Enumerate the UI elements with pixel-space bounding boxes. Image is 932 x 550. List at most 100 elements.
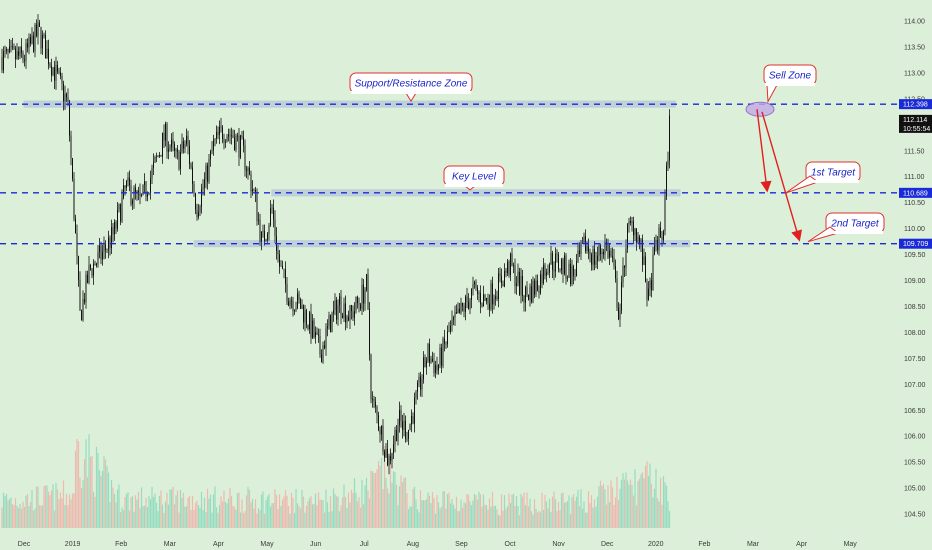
candle-body [397,425,399,441]
volume-bar [598,486,600,528]
candle-body [6,49,7,51]
volume-bar [362,504,365,528]
arrow-to-second-target [761,111,803,242]
volume-bar [485,505,488,528]
candle-body [174,144,175,151]
candle-body [27,43,28,48]
volume-bar [53,510,56,528]
volume-bar [571,497,573,528]
volume-bar [644,465,647,528]
volume-bar [538,510,540,528]
volume-bar [32,510,35,528]
candle-body [292,300,294,312]
candle-body [319,335,321,355]
volume-bar [55,482,57,528]
volume-bar [539,512,542,528]
candle-body [526,287,528,295]
volume-bar [520,494,522,528]
volume-bar [488,498,491,528]
volume-bar [59,492,62,528]
candle-body [321,354,322,363]
candle-body [583,236,585,243]
x-tick-label: Feb [698,541,710,548]
volume-bar [1,507,3,528]
volume-bar [389,454,392,528]
candle-body [558,254,559,270]
candle-body [322,345,324,363]
candle-body [628,221,630,225]
x-tick-label: Dec [18,541,31,548]
candle-body [535,280,537,295]
candle-body [345,303,346,323]
candle-body [468,302,469,309]
volume-bar [313,503,315,528]
candle-body [466,296,468,303]
volume-bar [199,507,201,528]
candle-body [594,248,595,265]
volume-bar [574,500,576,528]
volume-bar [518,515,521,528]
candle-body [559,269,561,270]
volume-bar [251,498,254,528]
candle-body [451,319,453,327]
candle-body [250,173,252,192]
candle-body [447,331,448,345]
candle-body [499,273,501,276]
candle-body [256,192,258,221]
volume-bar [23,506,26,528]
candle-body [493,298,495,305]
candle-body [105,244,106,250]
candle-body [603,251,604,255]
candle-body [504,270,505,287]
volume-bar [533,499,536,528]
x-tick-label: Sep [455,541,468,548]
volume-bar [233,506,236,528]
candle-body [333,309,334,314]
candle-body [478,293,480,294]
volume-bar [224,501,227,528]
volume-bar [17,508,20,528]
volume-bar [145,498,147,528]
volume-bar [259,510,261,528]
volume-bar [127,492,129,528]
volume-bar [221,501,224,528]
candle-body [295,307,297,311]
volume-bar [505,508,507,528]
candle-body [307,324,309,330]
volume-bar [61,498,63,528]
volume-bar [511,494,513,528]
volume-bar [167,504,170,528]
candle-body [277,250,279,255]
candle-body [217,131,219,136]
candle-body [283,268,285,270]
candle-body [60,72,61,76]
volume-bar [226,503,228,528]
volume-bar [131,496,134,528]
volume-bar [326,502,329,528]
candle-body [463,306,465,312]
volume-bar [232,505,234,528]
volume-bar [646,461,648,528]
volume-bar [509,503,512,528]
volume-bar [467,494,470,528]
volume-bar [235,509,237,528]
volume-bar [470,505,473,528]
volume-bar [446,493,449,528]
candle-body [544,264,546,276]
candle-body [30,37,31,44]
volume-bar [640,474,642,528]
candle-body [565,255,567,279]
candle-body [510,253,511,276]
volume-bar [128,510,131,528]
volume-bar [238,492,240,528]
y-tick-label: 108.50 [904,304,926,311]
volume-bar [524,505,527,528]
candle-body [15,48,16,60]
candle-body [316,332,318,335]
volume-bar [590,495,593,528]
candle-body [601,251,603,255]
candle-body [627,224,628,249]
candle-body [580,242,582,255]
volume-bar [569,514,572,528]
volume-bar [412,488,414,528]
